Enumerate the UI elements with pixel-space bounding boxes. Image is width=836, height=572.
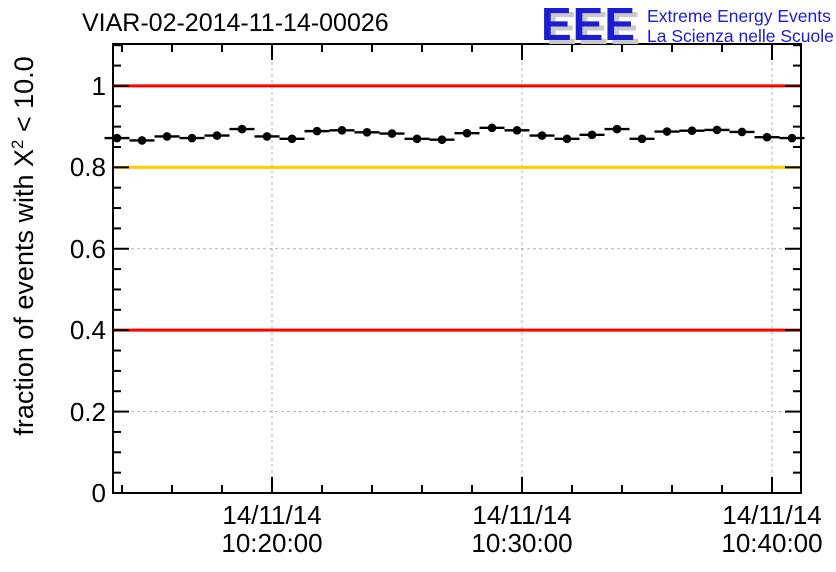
y-tick-label: 0: [91, 478, 106, 508]
data-point-marker: [112, 133, 122, 143]
y-axis-title-prefix: fraction of events with X: [9, 149, 39, 436]
data-point-marker: [662, 127, 672, 136]
x-tick-time: 10:20:00: [221, 528, 323, 558]
y-tick-label: 1: [91, 70, 106, 101]
eee-logo-line2: La Scienza nelle Scuole: [647, 25, 834, 46]
x-tick-date: 14/11/14: [472, 500, 572, 530]
eee-logo: EEE Extreme Energy Events La Scienza nel…: [541, 0, 834, 50]
y-tick-label: 0.6: [69, 233, 106, 264]
data-point-marker: [337, 125, 347, 135]
y-axis-title-sup: 2: [8, 139, 27, 149]
x-tick-date: 14/11/14: [222, 500, 322, 530]
data-point-marker: [637, 134, 647, 144]
data-point-marker: [737, 127, 747, 137]
x-tick-label: 14/11/14 10:40:00: [687, 501, 836, 557]
eee-logo-line1: Extreme Energy Events: [647, 6, 831, 26]
data-point-marker: [787, 133, 797, 143]
data-point-marker: [362, 128, 372, 137]
y-tick-label: 0.8: [69, 152, 106, 183]
x-tick-label: 14/11/14 10:30:00: [437, 501, 607, 557]
data-point-marker: [212, 131, 222, 140]
x-tick-date: 14/11/14: [722, 500, 822, 530]
data-point-marker: [137, 136, 147, 145]
data-point-marker: [312, 126, 322, 136]
data-point-marker: [437, 135, 447, 144]
x-tick-label: 14/11/14 10:20:00: [187, 501, 357, 557]
axis-frame: [112, 43, 802, 494]
eee-logo-acronym: EEE: [541, 0, 637, 50]
eee-logo-text: Extreme Energy Events La Scienza nelle S…: [647, 2, 834, 46]
y-tick-label: 0.4: [69, 315, 106, 346]
data-point-marker: [187, 133, 197, 143]
data-point-marker: [412, 134, 422, 144]
data-point-marker: [762, 132, 772, 142]
data-point-marker: [162, 132, 172, 141]
x-tick-time: 10:30:00: [471, 528, 573, 558]
data-point-marker: [512, 125, 522, 135]
data-point-marker: [687, 126, 697, 136]
data-point-marker: [287, 134, 297, 144]
data-point-marker: [562, 134, 572, 144]
data-point-marker: [262, 132, 272, 141]
data-point-marker: [387, 129, 397, 138]
chart-title: VIAR-02-2014-11-14-00026: [82, 9, 389, 37]
data-point-marker: [612, 124, 622, 134]
x-tick-time: 10:40:00: [721, 528, 823, 558]
data-point-marker: [237, 124, 247, 134]
data-point-marker: [587, 130, 597, 140]
data-point-marker: [462, 128, 472, 138]
y-tick-label: 0.2: [69, 396, 106, 427]
data-point-marker: [537, 131, 547, 140]
data-point-marker: [487, 123, 497, 133]
data-point-marker: [712, 125, 722, 135]
